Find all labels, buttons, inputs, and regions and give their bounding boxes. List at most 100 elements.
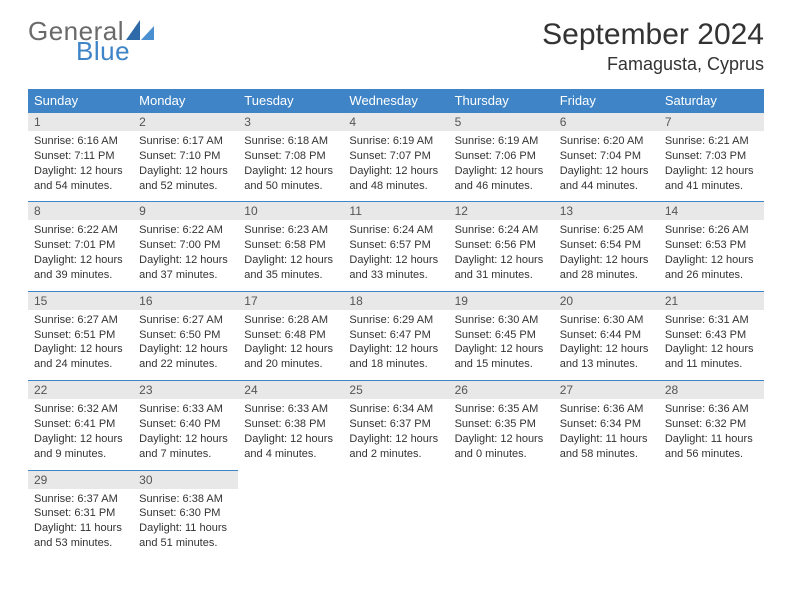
- day-cell: 10Sunrise: 6:23 AMSunset: 6:58 PMDayligh…: [238, 202, 343, 291]
- title-block: September 2024 Famagusta, Cyprus: [542, 18, 764, 75]
- day-body: Sunrise: 6:30 AMSunset: 6:44 PMDaylight:…: [554, 310, 659, 380]
- week-row: 1Sunrise: 6:16 AMSunset: 7:11 PMDaylight…: [28, 113, 764, 202]
- day-number: 20: [554, 292, 659, 310]
- day-number: 1: [28, 113, 133, 131]
- empty-day-cell: [238, 470, 343, 559]
- day-body: Sunrise: 6:35 AMSunset: 6:35 PMDaylight:…: [449, 399, 554, 469]
- day-number: 6: [554, 113, 659, 131]
- day-cell: 23Sunrise: 6:33 AMSunset: 6:40 PMDayligh…: [133, 381, 238, 470]
- day-number: 13: [554, 202, 659, 220]
- day-cell: 12Sunrise: 6:24 AMSunset: 6:56 PMDayligh…: [449, 202, 554, 291]
- day-number: 7: [659, 113, 764, 131]
- day-cell: 13Sunrise: 6:25 AMSunset: 6:54 PMDayligh…: [554, 202, 659, 291]
- day-number: 10: [238, 202, 343, 220]
- day-body: Sunrise: 6:21 AMSunset: 7:03 PMDaylight:…: [659, 131, 764, 201]
- day-body: Sunrise: 6:33 AMSunset: 6:38 PMDaylight:…: [238, 399, 343, 469]
- day-cell: 26Sunrise: 6:35 AMSunset: 6:35 PMDayligh…: [449, 381, 554, 470]
- day-body: Sunrise: 6:29 AMSunset: 6:47 PMDaylight:…: [343, 310, 448, 380]
- day-cell: 9Sunrise: 6:22 AMSunset: 7:00 PMDaylight…: [133, 202, 238, 291]
- day-cell: 19Sunrise: 6:30 AMSunset: 6:45 PMDayligh…: [449, 291, 554, 380]
- month-title: September 2024: [542, 18, 764, 52]
- day-cell: 4Sunrise: 6:19 AMSunset: 7:07 PMDaylight…: [343, 113, 448, 202]
- day-body: Sunrise: 6:33 AMSunset: 6:40 PMDaylight:…: [133, 399, 238, 469]
- day-number: 29: [28, 471, 133, 489]
- day-cell: 7Sunrise: 6:21 AMSunset: 7:03 PMDaylight…: [659, 113, 764, 202]
- day-body: Sunrise: 6:34 AMSunset: 6:37 PMDaylight:…: [343, 399, 448, 469]
- day-cell: 15Sunrise: 6:27 AMSunset: 6:51 PMDayligh…: [28, 291, 133, 380]
- day-number: 24: [238, 381, 343, 399]
- week-row: 29Sunrise: 6:37 AMSunset: 6:31 PMDayligh…: [28, 470, 764, 559]
- day-body: Sunrise: 6:28 AMSunset: 6:48 PMDaylight:…: [238, 310, 343, 380]
- empty-day-cell: [554, 470, 659, 559]
- weekday-header: Friday: [554, 89, 659, 113]
- day-body: Sunrise: 6:18 AMSunset: 7:08 PMDaylight:…: [238, 131, 343, 201]
- day-number: 3: [238, 113, 343, 131]
- day-number: 30: [133, 471, 238, 489]
- day-cell: 17Sunrise: 6:28 AMSunset: 6:48 PMDayligh…: [238, 291, 343, 380]
- day-body: Sunrise: 6:37 AMSunset: 6:31 PMDaylight:…: [28, 489, 133, 559]
- empty-day-cell: [343, 470, 448, 559]
- day-number: 23: [133, 381, 238, 399]
- day-number: 8: [28, 202, 133, 220]
- day-body: Sunrise: 6:17 AMSunset: 7:10 PMDaylight:…: [133, 131, 238, 201]
- day-number: 2: [133, 113, 238, 131]
- day-number: 16: [133, 292, 238, 310]
- day-cell: 14Sunrise: 6:26 AMSunset: 6:53 PMDayligh…: [659, 202, 764, 291]
- day-body: Sunrise: 6:22 AMSunset: 7:01 PMDaylight:…: [28, 220, 133, 290]
- day-number: 19: [449, 292, 554, 310]
- day-cell: 22Sunrise: 6:32 AMSunset: 6:41 PMDayligh…: [28, 381, 133, 470]
- empty-day-cell: [659, 470, 764, 559]
- day-body: Sunrise: 6:38 AMSunset: 6:30 PMDaylight:…: [133, 489, 238, 559]
- day-cell: 1Sunrise: 6:16 AMSunset: 7:11 PMDaylight…: [28, 113, 133, 202]
- day-body: Sunrise: 6:25 AMSunset: 6:54 PMDaylight:…: [554, 220, 659, 290]
- day-body: Sunrise: 6:16 AMSunset: 7:11 PMDaylight:…: [28, 131, 133, 201]
- calendar-table: SundayMondayTuesdayWednesdayThursdayFrid…: [28, 89, 764, 559]
- empty-day-cell: [449, 470, 554, 559]
- day-number: 21: [659, 292, 764, 310]
- header: General Blue September 2024 Famagusta, C…: [28, 18, 764, 75]
- day-number: 28: [659, 381, 764, 399]
- day-cell: 2Sunrise: 6:17 AMSunset: 7:10 PMDaylight…: [133, 113, 238, 202]
- weekday-header: Thursday: [449, 89, 554, 113]
- logo: General Blue: [28, 18, 154, 64]
- weekday-header: Monday: [133, 89, 238, 113]
- weekday-header: Wednesday: [343, 89, 448, 113]
- day-cell: 16Sunrise: 6:27 AMSunset: 6:50 PMDayligh…: [133, 291, 238, 380]
- day-number: 26: [449, 381, 554, 399]
- day-body: Sunrise: 6:22 AMSunset: 7:00 PMDaylight:…: [133, 220, 238, 290]
- day-number: 17: [238, 292, 343, 310]
- day-cell: 24Sunrise: 6:33 AMSunset: 6:38 PMDayligh…: [238, 381, 343, 470]
- day-cell: 25Sunrise: 6:34 AMSunset: 6:37 PMDayligh…: [343, 381, 448, 470]
- day-body: Sunrise: 6:27 AMSunset: 6:50 PMDaylight:…: [133, 310, 238, 380]
- day-body: Sunrise: 6:23 AMSunset: 6:58 PMDaylight:…: [238, 220, 343, 290]
- day-number: 4: [343, 113, 448, 131]
- day-number: 12: [449, 202, 554, 220]
- day-body: Sunrise: 6:19 AMSunset: 7:06 PMDaylight:…: [449, 131, 554, 201]
- day-number: 25: [343, 381, 448, 399]
- weekday-header-row: SundayMondayTuesdayWednesdayThursdayFrid…: [28, 89, 764, 113]
- day-cell: 5Sunrise: 6:19 AMSunset: 7:06 PMDaylight…: [449, 113, 554, 202]
- day-body: Sunrise: 6:24 AMSunset: 6:57 PMDaylight:…: [343, 220, 448, 290]
- day-body: Sunrise: 6:32 AMSunset: 6:41 PMDaylight:…: [28, 399, 133, 469]
- day-number: 27: [554, 381, 659, 399]
- day-body: Sunrise: 6:36 AMSunset: 6:34 PMDaylight:…: [554, 399, 659, 469]
- location: Famagusta, Cyprus: [542, 54, 764, 75]
- day-number: 11: [343, 202, 448, 220]
- day-body: Sunrise: 6:31 AMSunset: 6:43 PMDaylight:…: [659, 310, 764, 380]
- day-body: Sunrise: 6:26 AMSunset: 6:53 PMDaylight:…: [659, 220, 764, 290]
- day-body: Sunrise: 6:27 AMSunset: 6:51 PMDaylight:…: [28, 310, 133, 380]
- week-row: 8Sunrise: 6:22 AMSunset: 7:01 PMDaylight…: [28, 202, 764, 291]
- day-cell: 8Sunrise: 6:22 AMSunset: 7:01 PMDaylight…: [28, 202, 133, 291]
- logo-text-blue: Blue: [76, 38, 154, 64]
- day-cell: 27Sunrise: 6:36 AMSunset: 6:34 PMDayligh…: [554, 381, 659, 470]
- day-number: 22: [28, 381, 133, 399]
- day-number: 15: [28, 292, 133, 310]
- day-body: Sunrise: 6:36 AMSunset: 6:32 PMDaylight:…: [659, 399, 764, 469]
- day-body: Sunrise: 6:30 AMSunset: 6:45 PMDaylight:…: [449, 310, 554, 380]
- weekday-header: Saturday: [659, 89, 764, 113]
- day-body: Sunrise: 6:20 AMSunset: 7:04 PMDaylight:…: [554, 131, 659, 201]
- day-cell: 11Sunrise: 6:24 AMSunset: 6:57 PMDayligh…: [343, 202, 448, 291]
- day-number: 5: [449, 113, 554, 131]
- day-cell: 18Sunrise: 6:29 AMSunset: 6:47 PMDayligh…: [343, 291, 448, 380]
- weekday-header: Sunday: [28, 89, 133, 113]
